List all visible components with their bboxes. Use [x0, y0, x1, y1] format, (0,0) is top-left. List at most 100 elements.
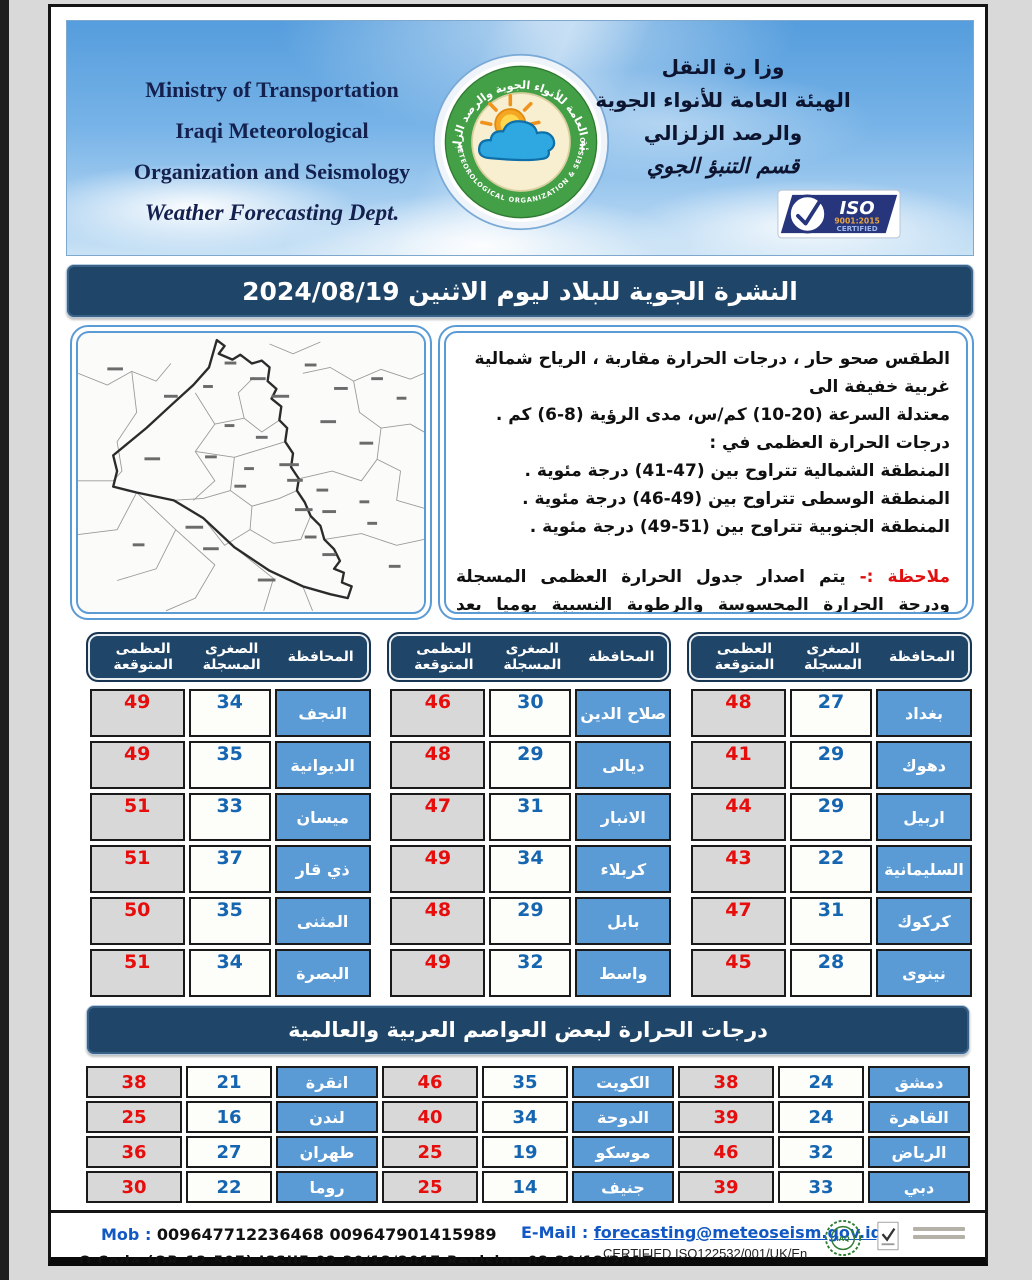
- table-header: المحافظة الصغرى المسجلة العظمى المتوقعة: [85, 632, 371, 682]
- forecast-line: المنطقة الشمالية تتراوح بين (47-41) درجة…: [524, 461, 950, 481]
- iraq-map-box: [70, 325, 432, 620]
- col-max-expected: العظمى المتوقعة: [414, 641, 474, 673]
- min-recorded: 32: [489, 949, 572, 997]
- min-recorded: 34: [188, 949, 271, 997]
- province-name: الانبار: [575, 793, 672, 841]
- capital-min: 35: [482, 1066, 568, 1098]
- capitals-group-3: انقرة 21 38 لندن 16 25 طهران 27 36 روما …: [86, 1066, 378, 1203]
- certified-line: CERTIFIED ISO122532/001/UK/En: [603, 1246, 808, 1261]
- max-expected: 41: [691, 741, 786, 789]
- iso-badge-icon: ISO 9001:2015 CERTIFIED: [777, 189, 901, 239]
- svg-text:IAQ: IAQ: [836, 1235, 850, 1243]
- capital-max: 40: [382, 1101, 478, 1133]
- bulletin-title: النشرة الجوية للبلاد ليوم الاثنين 2024/0…: [66, 264, 974, 318]
- min-recorded: 34: [489, 845, 572, 893]
- email-label: E-Mail :: [521, 1223, 589, 1242]
- min-recorded: 31: [790, 897, 872, 945]
- ministry-line: Ministry of Transportation: [145, 77, 399, 102]
- province-name: ديالى: [575, 741, 672, 789]
- forecast-line: المنطقة الجنوبية تتراوح بين (51-49) درجة…: [529, 517, 950, 537]
- note-label: ملاحظة :-: [859, 567, 951, 587]
- capital-name: دبي: [868, 1171, 970, 1203]
- max-expected: 47: [691, 897, 786, 945]
- max-expected: 50: [89, 897, 185, 945]
- svg-text:CERTIFIED: CERTIFIED: [837, 224, 878, 233]
- province-name: بابل: [575, 897, 672, 945]
- scan-edge-strip: [0, 0, 9, 1280]
- capitals-group-1: دمشق 24 38 القاهرة 24 39 الرياض 32 46 دب…: [678, 1066, 970, 1203]
- capital-name: جنيف: [572, 1171, 674, 1203]
- capital-name: الدوحة: [572, 1101, 674, 1133]
- province-name: السليمانية: [876, 845, 972, 893]
- min-recorded: 29: [790, 741, 872, 789]
- min-recorded: 33: [188, 793, 271, 841]
- capital-max: 25: [382, 1136, 478, 1168]
- max-expected: 48: [390, 897, 486, 945]
- max-expected: 48: [390, 741, 486, 789]
- min-recorded: 37: [188, 845, 271, 893]
- capital-name: موسكو: [572, 1136, 674, 1168]
- province-name: الديوانية: [274, 741, 371, 789]
- capital-min: 32: [778, 1136, 864, 1168]
- province-name: واسط: [575, 949, 672, 997]
- province-name: بغداد: [876, 689, 972, 737]
- capital-name: القاهرة: [868, 1101, 970, 1133]
- capital-name: دمشق: [868, 1066, 970, 1098]
- forecast-line: معتدلة السرعة (20-10) كم/س، مدى الرؤية (…: [495, 405, 950, 425]
- capital-min: 14: [482, 1171, 568, 1203]
- svg-text:9001:2015: 9001:2015: [834, 217, 880, 226]
- col-max-expected: العظمى المتوقعة: [113, 641, 173, 673]
- capital-min: 22: [186, 1171, 272, 1203]
- province-name: كركوك: [876, 897, 972, 945]
- max-expected: 44: [691, 793, 786, 841]
- col-max-expected: العظمى المتوقعة: [714, 641, 775, 673]
- email-link[interactable]: forecasting@meteoseism.gov.iq: [593, 1223, 883, 1242]
- capital-name: الكويت: [572, 1066, 674, 1098]
- max-expected: 49: [390, 949, 486, 997]
- capital-max: 30: [86, 1171, 182, 1203]
- capital-max: 46: [382, 1066, 478, 1098]
- capital-name: طهران: [276, 1136, 378, 1168]
- forecast-line: درجات الحرارة العظمى في :: [709, 433, 950, 453]
- capital-max: 25: [382, 1171, 478, 1203]
- province-name: نينوى: [876, 949, 972, 997]
- max-expected: 47: [390, 793, 486, 841]
- min-recorded: 34: [188, 689, 271, 737]
- max-expected: 48: [691, 689, 786, 737]
- ministry-english-block: Ministry of Transportation Iraqi Meteoro…: [97, 69, 447, 233]
- iso-badge: ISO 9001:2015 CERTIFIED: [777, 189, 901, 239]
- ministry-line-ar: وزا رة النقل: [661, 55, 785, 79]
- certification-seal-icon: IAQ: [823, 1219, 863, 1261]
- capital-name: الرياض: [868, 1136, 970, 1168]
- forecast-note: ملاحظة :- يتم اصدار جدول الحرارة العظمى …: [456, 563, 951, 612]
- capital-name: روما: [276, 1171, 378, 1203]
- max-expected: 49: [89, 689, 185, 737]
- max-expected: 49: [390, 845, 486, 893]
- capital-max: 38: [86, 1066, 182, 1098]
- capital-min: 21: [186, 1066, 272, 1098]
- min-recorded: 31: [489, 793, 572, 841]
- capital-max: 36: [86, 1136, 182, 1168]
- col-min-recorded: الصغرى المسجلة: [804, 641, 862, 673]
- mobile-numbers: Mob : 009647712236468 009647901415989: [101, 1225, 496, 1244]
- ministry-line: Organization and Seismology: [133, 159, 411, 184]
- organization-logo: الهيئة العامة للأنواء الجوية والرصد الزل…: [426, 43, 610, 231]
- check-badge-icon: [877, 1221, 899, 1255]
- mob-label: Mob :: [101, 1225, 152, 1244]
- province-name: المثنى: [274, 897, 371, 945]
- letterhead: Ministry of Transportation Iraqi Meteoro…: [66, 20, 974, 256]
- province-table-2: المحافظة الصغرى المسجلة العظمى المتوقعة …: [386, 632, 672, 997]
- province-name: اربيل: [876, 793, 972, 841]
- capital-min: 27: [186, 1136, 272, 1168]
- province-name: البصرة: [274, 949, 371, 997]
- map-labels: [107, 361, 407, 582]
- province-name: كربلاء: [575, 845, 672, 893]
- capital-min: 33: [778, 1171, 864, 1203]
- capitals-group-2: الكويت 35 46 الدوحة 34 40 موسكو 19 25 جن…: [382, 1066, 674, 1203]
- province-name: صلاح الدين: [575, 689, 672, 737]
- col-province: المحافظة: [588, 649, 655, 665]
- col-province: المحافظة: [287, 649, 354, 665]
- province-tables: المحافظة الصغرى المسجلة العظمى المتوقعة …: [85, 632, 972, 997]
- capitals-title: درجات الحرارة لبعض العواصم العربية والعا…: [86, 1005, 970, 1055]
